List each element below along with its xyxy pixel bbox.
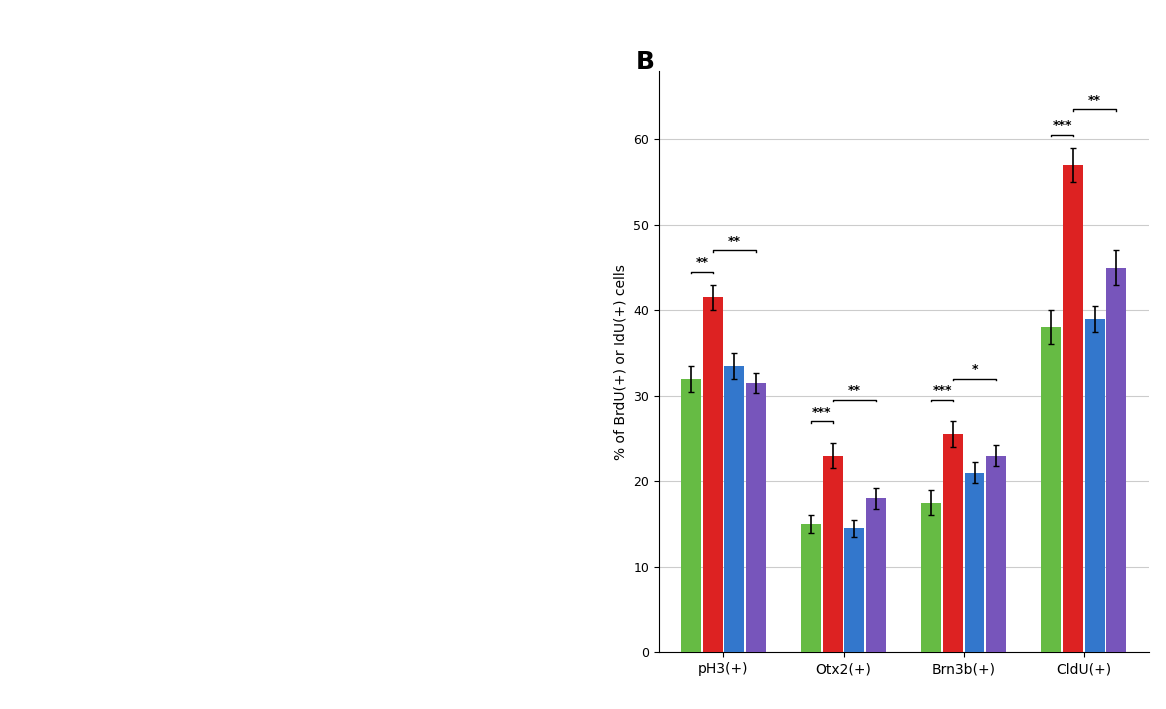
Text: *: * [971, 363, 978, 376]
Bar [746, 383, 766, 652]
Bar [921, 503, 941, 652]
Bar [823, 456, 843, 652]
Text: ***: *** [933, 384, 951, 398]
Text: ***: *** [813, 406, 831, 419]
Bar [1041, 328, 1061, 652]
Bar [986, 456, 1006, 652]
Bar [943, 434, 963, 652]
Bar [801, 524, 821, 652]
Text: **: ** [1088, 94, 1101, 107]
Bar [1107, 267, 1126, 652]
Bar [703, 298, 723, 652]
Bar [724, 366, 744, 652]
Text: **: ** [848, 384, 861, 398]
Bar [1063, 165, 1083, 652]
Text: **: ** [695, 256, 708, 269]
Text: ***: *** [1053, 119, 1072, 133]
Bar [844, 528, 864, 652]
Y-axis label: % of BrdU(+) or IdU(+) cells: % of BrdU(+) or IdU(+) cells [613, 264, 627, 459]
Bar [1084, 319, 1104, 652]
Text: B: B [635, 50, 654, 74]
Bar [681, 379, 701, 652]
Bar [866, 498, 886, 652]
Bar [964, 473, 984, 652]
Text: **: ** [728, 235, 740, 248]
